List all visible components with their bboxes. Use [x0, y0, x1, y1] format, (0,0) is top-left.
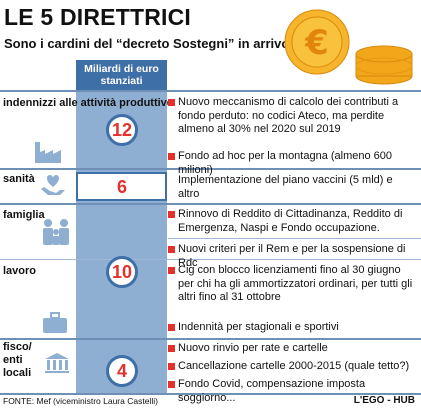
family-icon — [43, 219, 69, 245]
category-label: famiglia — [3, 209, 45, 221]
subrow-divider — [0, 259, 421, 260]
list-item: Implementazione del piano vaccini (5 mld… — [178, 174, 393, 200]
agency-credit: L'EGO - HUB — [353, 395, 415, 406]
euro-coins-icon: € — [284, 9, 413, 85]
list-item: Cancellazione cartelle 2000-2015 (quale … — [168, 360, 418, 374]
infographic-subtitle: Sono i cardini del “decreto Sostegni” in… — [4, 36, 290, 51]
category-label: indennizzi alle attività produttive — [3, 97, 173, 109]
list-item: Fondo Covid, compensazione imposta soggi… — [168, 378, 418, 405]
list-item: Cig con blocco licenziamenti fino al 30 … — [168, 264, 418, 305]
row-divider — [0, 203, 421, 205]
list-item: Rinnovo di Reddito di Cittadinanza, Redd… — [168, 208, 418, 235]
list-item: Nuovo meccanismo di calcolo dei contribu… — [168, 96, 418, 137]
category-label: fisco/ enti locali — [3, 341, 32, 379]
heart-hands-icon — [41, 175, 65, 195]
list-item: Nuovo rinvio per rate e cartelle — [168, 342, 418, 356]
list-item: Indennità per stagionali e sportivi — [168, 321, 418, 335]
source-note: FONTE: Mef (viceministro Laura Castelli) — [3, 396, 158, 406]
factory-icon — [35, 142, 61, 163]
amount-box — [76, 172, 167, 201]
list-item: Nuovi criteri per il Rem e per la sospen… — [168, 243, 418, 270]
item-divider — [168, 238, 421, 239]
bank-icon — [45, 353, 69, 373]
row-divider — [0, 90, 421, 92]
column-header: Miliardi di euro stanziati — [76, 60, 167, 90]
amount-badge: 4 — [106, 355, 138, 387]
amount-badge: 12 — [106, 114, 138, 146]
category-label: lavoro — [3, 265, 37, 277]
svg-text:€: € — [304, 23, 329, 63]
row-divider — [0, 393, 421, 395]
amount-badge: 6 — [116, 177, 127, 197]
amount-badge: 10 — [106, 256, 138, 288]
briefcase-icon — [43, 312, 67, 333]
row-divider — [0, 338, 421, 340]
infographic-title: LE 5 DIRETTRICI — [4, 4, 192, 30]
row-divider — [0, 168, 421, 170]
list-item: Fondo ad hoc per la montagna (almeno 600… — [168, 150, 418, 177]
category-label: sanità — [3, 173, 35, 185]
